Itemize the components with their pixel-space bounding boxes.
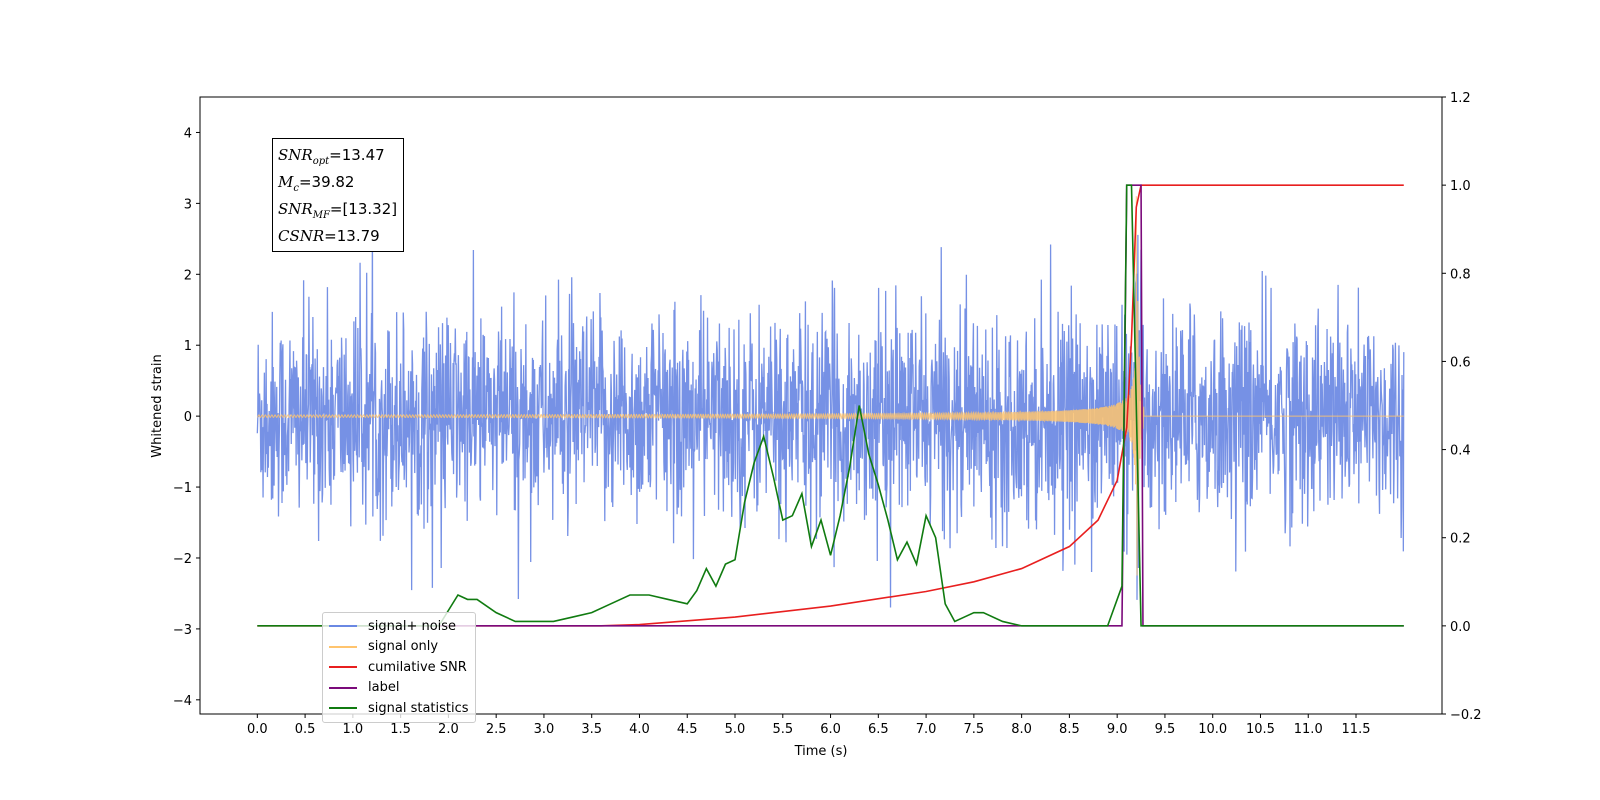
x-tick-label: 2.0 (438, 722, 459, 737)
x-tick-label: 10.0 (1198, 722, 1227, 737)
legend-item-signal-only: signal only (329, 637, 469, 658)
legend-swatch (329, 666, 357, 669)
legend-item-signal-noise: signal+ noise (329, 616, 469, 637)
x-tick-label: 7.5 (964, 722, 985, 737)
y2-tick-label: 0.6 (1450, 355, 1471, 370)
x-tick-label: 8.5 (1059, 722, 1080, 737)
x-tick-label: 1.5 (390, 722, 411, 737)
x-tick-label: 0.0 (247, 722, 268, 737)
y-tick-label: 1 (184, 339, 192, 354)
x-axis-label: Time (s) (794, 744, 848, 759)
y-axis-left: 4 3 2 1 0 −1 −2 −3 −4 (173, 126, 200, 709)
y2-tick-label: 0.0 (1450, 620, 1471, 635)
legend-label: signal only (368, 639, 439, 655)
x-tick-label: 7.0 (916, 722, 937, 737)
legend-swatch (329, 686, 357, 689)
series-signal-only (257, 196, 1404, 576)
x-tick-label: 9.0 (1107, 722, 1128, 737)
legend-label: cumilative SNR (368, 659, 467, 675)
legend-swatch (329, 625, 357, 628)
y2-tick-label: −0.2 (1450, 708, 1482, 723)
legend-item-cumulative-snr: cumilative SNR (329, 657, 469, 678)
y-tick-label: 0 (184, 410, 192, 425)
x-tick-label: 11.0 (1294, 722, 1323, 737)
y2-tick-label: 0.8 (1450, 267, 1471, 282)
plot-frame (199, 96, 1443, 715)
legend: signal+ noise signal only cumilative SNR… (322, 612, 476, 723)
snr-opt-annotation: SNRopt=13.47 (278, 146, 385, 167)
x-tick-label: 9.5 (1155, 722, 1176, 737)
x-tick-label: 3.5 (581, 722, 602, 737)
x-tick-label: 0.5 (295, 722, 316, 737)
x-tick-label: 8.0 (1011, 722, 1032, 737)
legend-item-signal-statistics: signal statistics (329, 698, 469, 719)
legend-item-label: label (329, 678, 469, 699)
mc-annotation: Mc=39.82 (278, 173, 355, 194)
x-tick-label: 10.5 (1246, 722, 1275, 737)
x-tick-label: 5.0 (725, 722, 746, 737)
y-axis-right: 1.2 1.0 0.8 0.6 0.4 0.2 0.0 −0.2 (1442, 91, 1482, 723)
y-tick-label: −1 (173, 481, 192, 496)
y2-tick-label: 1.2 (1450, 91, 1471, 106)
y-tick-label: −2 (173, 552, 192, 567)
x-tick-label: 4.5 (677, 722, 698, 737)
y2-tick-label: 0.4 (1450, 444, 1471, 459)
x-axis: 0.0 0.5 1.0 1.5 2.0 2.5 3.0 3.5 4.0 4.5 5.0 5.5 6.0 6… (247, 714, 1371, 737)
x-tick-label: 4.0 (629, 722, 650, 737)
y2-tick-label: 1.0 (1450, 179, 1471, 194)
legend-swatch (329, 707, 357, 710)
x-tick-label: 3.0 (534, 722, 555, 737)
legend-swatch (329, 645, 357, 648)
snr-mf-annotation: SNRMF=[13.32] (278, 200, 398, 221)
legend-label: signal statistics (368, 700, 469, 716)
stats-annotation-box: SNRopt=13.47 Mc=39.82 SNRMF=[13.32] CSNR… (272, 138, 405, 252)
legend-label: signal+ noise (368, 618, 457, 634)
series-layer (256, 184, 1405, 627)
y-tick-label: −4 (173, 694, 192, 709)
y-tick-label: −3 (173, 623, 192, 638)
legend-label: label (368, 680, 400, 696)
x-tick-label: 2.5 (486, 722, 507, 737)
x-tick-label: 1.0 (343, 722, 364, 737)
x-tick-label: 6.0 (820, 722, 841, 737)
y-tick-label: 3 (184, 197, 192, 212)
series-signal-noise (256, 221, 1405, 608)
y-axis-label: Whitened strain (150, 354, 165, 457)
y-tick-label: 4 (184, 126, 192, 141)
x-tick-label: 6.5 (868, 722, 889, 737)
x-tick-label: 5.5 (772, 722, 793, 737)
x-tick-label: 11.5 (1342, 722, 1371, 737)
series-signal-statistics (257, 184, 1404, 627)
y-tick-label: 2 (184, 268, 192, 283)
csnr-annotation: CSNR=13.79 (278, 227, 380, 245)
y2-tick-label: 0.2 (1450, 532, 1471, 547)
